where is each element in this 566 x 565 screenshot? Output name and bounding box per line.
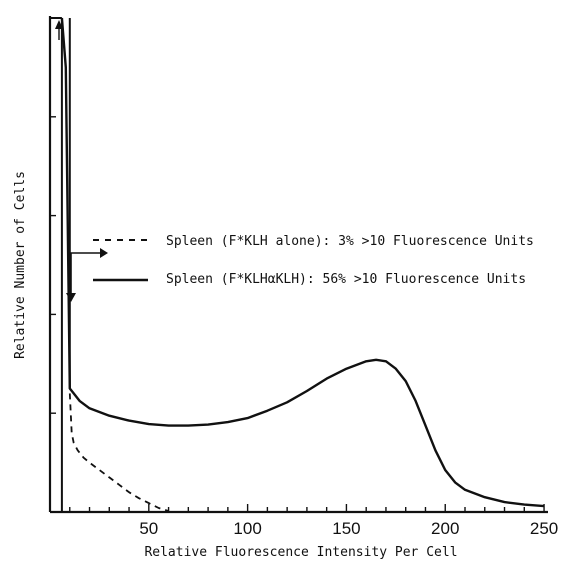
x-tick-label: 200 — [431, 519, 459, 538]
x-axis-label: Relative Fluorescence Intensity Per Cell — [144, 545, 457, 560]
series-line-solid — [60, 17, 545, 508]
x-tick-label: 250 — [530, 519, 558, 538]
legend-label-dashed: Spleen (F*KLH alone): 3% >10 Fluorescenc… — [166, 234, 534, 249]
legend-pointer-arrowhead-down — [66, 293, 76, 302]
legend-label-solid: Spleen (F*KLHαKLH): 56% >10 Fluorescence… — [166, 272, 526, 287]
series-line-dashed — [68, 393, 169, 512]
spike-pointer-arrowhead — [55, 20, 63, 29]
x-tick-label: 100 — [233, 519, 261, 538]
legend: Spleen (F*KLH alone): 3% >10 Fluorescenc… — [55, 20, 534, 302]
legend-pointer-arrowhead-right — [100, 248, 108, 258]
x-tick-label: 50 — [139, 519, 158, 538]
axes — [48, 16, 548, 514]
legend-pointer-arrow-right — [70, 252, 100, 276]
axis-ticks: 50 100 150 200 250 — [50, 17, 558, 538]
x-tick-label: 150 — [332, 519, 360, 538]
y-axis-label: Relative Number of Cells — [13, 171, 28, 359]
series-lines — [50, 17, 545, 512]
